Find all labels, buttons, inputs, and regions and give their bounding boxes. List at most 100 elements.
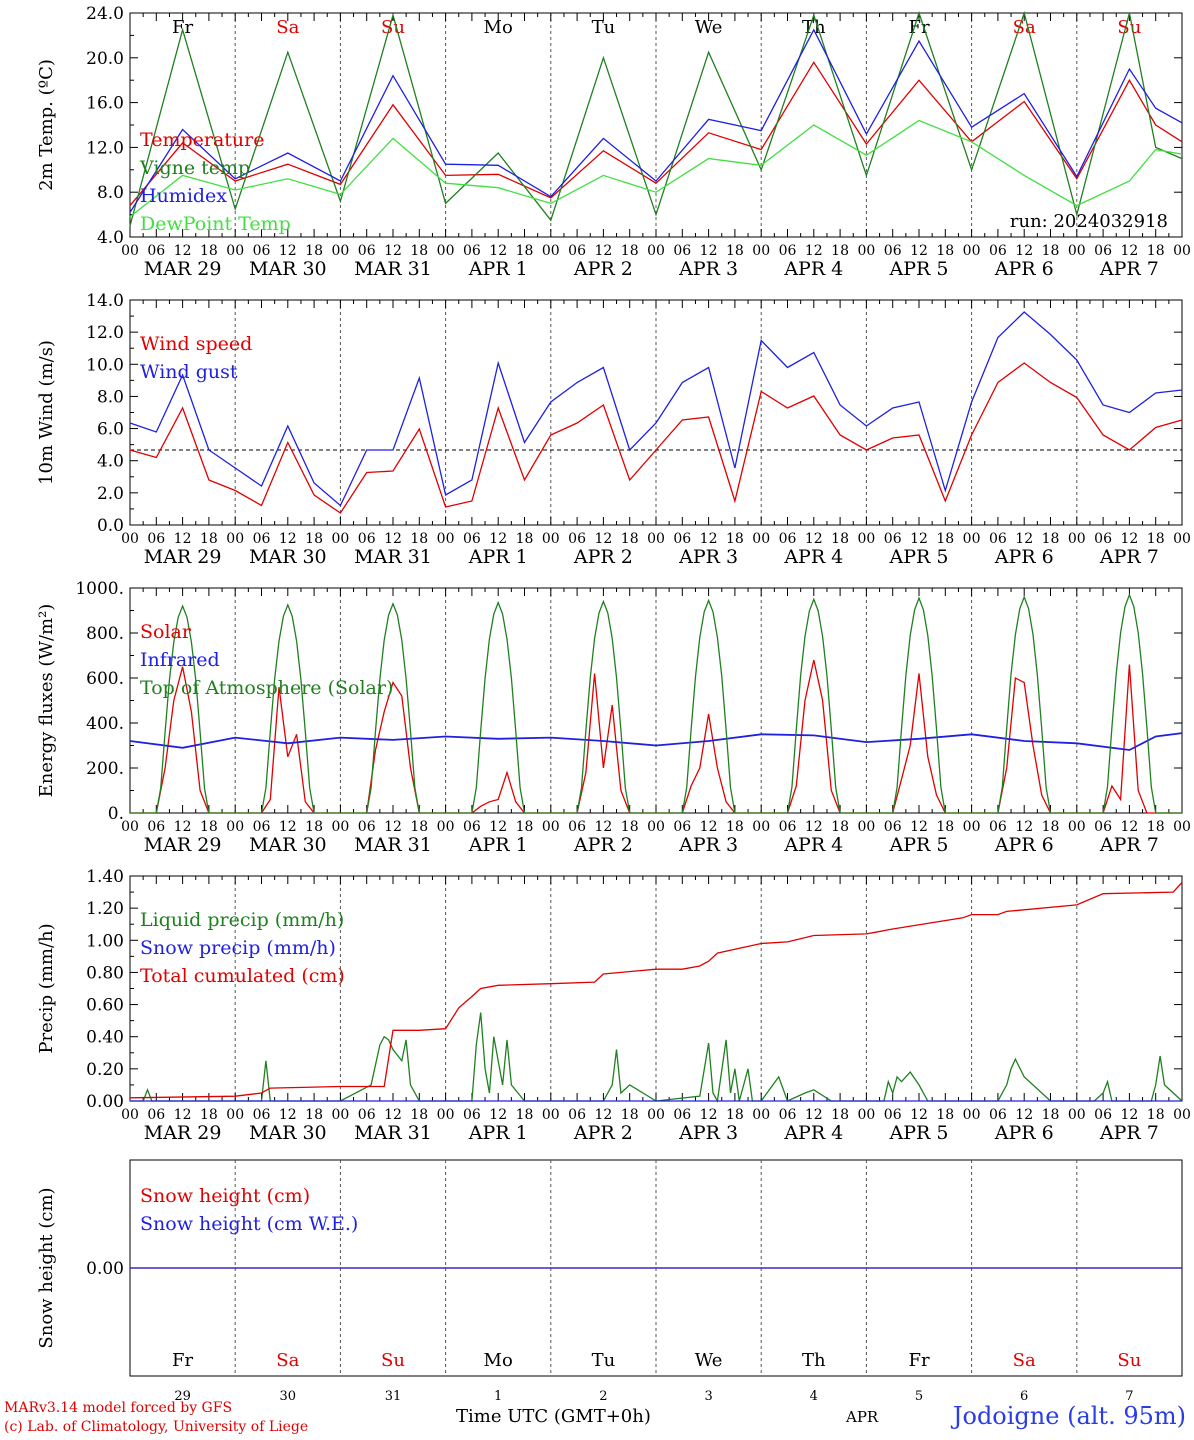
legend-entry: Wind speed — [140, 333, 252, 355]
date-label: MAR 30 — [249, 1122, 327, 1144]
hour-label: 00 — [121, 243, 139, 259]
legend-entry: Solar — [140, 621, 192, 643]
hour-label: 12 — [279, 819, 297, 835]
y-axis-label: Snow height (cm) — [36, 1187, 57, 1348]
hour-label: 06 — [673, 819, 691, 835]
legend-entry: Liquid precip (mm/h) — [140, 909, 344, 931]
legend-entry: Total cumulated (cm) — [140, 965, 345, 987]
date-label: MAR 31 — [354, 546, 432, 568]
lab-credit: (c) Lab. of Climatology, University of L… — [4, 1419, 309, 1435]
hour-label: 12 — [1015, 243, 1033, 259]
hour-label: 06 — [568, 819, 586, 835]
date-label: APR 5 — [889, 834, 949, 856]
panel-wind: 0.0 2.0 4.0 6.0 8.0 10.0 12.0 14.0 10m Wind (m/s… — [36, 291, 1191, 568]
date-label: APR 5 — [889, 546, 949, 568]
hour-label: 00 — [331, 819, 349, 835]
date-label: APR 4 — [783, 834, 843, 856]
hour-label: 00 — [752, 531, 770, 547]
hour-label: 18 — [200, 819, 218, 835]
hour-label: 12 — [910, 819, 928, 835]
y-tick-label: 1.00 — [86, 931, 124, 951]
hour-label: 00 — [121, 819, 139, 835]
hour-label: 12 — [700, 1107, 718, 1123]
date-label: APR 4 — [783, 546, 843, 568]
hour-label: 18 — [305, 531, 323, 547]
hour-label: 00 — [1173, 243, 1191, 259]
y-tick-label: 0.0 — [97, 516, 124, 536]
hour-label: 00 — [647, 819, 665, 835]
day-name: We — [695, 1350, 723, 1371]
day-name: Fr — [172, 1350, 193, 1371]
hour-label: 12 — [1015, 1107, 1033, 1123]
hour-label: 12 — [489, 819, 507, 835]
run-annotation: run: 2024032918 — [1010, 211, 1168, 232]
hour-label: 18 — [200, 1107, 218, 1123]
hour-label: 06 — [147, 819, 165, 835]
hour-label: 18 — [831, 1107, 849, 1123]
day-name: Su — [381, 17, 405, 38]
date-label: 1 — [494, 1389, 502, 1400]
station-name: Jodoigne (alt. 95m) — [952, 1402, 1186, 1430]
date-label: 29 — [174, 1389, 191, 1400]
day-name: Sa — [276, 1350, 299, 1371]
date-label: APR 3 — [678, 1122, 738, 1144]
date-label: APR 3 — [678, 546, 738, 568]
date-label: APR 1 — [468, 258, 528, 280]
model-credit: MARv3.14 model forced by GFS — [4, 1400, 233, 1416]
date-label: 7 — [1125, 1389, 1133, 1400]
series-line-infrared — [129, 732, 1183, 751]
day-name: Mo — [484, 17, 513, 38]
hour-label: 00 — [857, 819, 875, 835]
day-name: Fr — [908, 17, 929, 38]
hour-label: 00 — [1173, 819, 1191, 835]
hour-label: 00 — [1068, 531, 1086, 547]
hour-label: 00 — [226, 243, 244, 259]
date-label: 2 — [599, 1389, 607, 1400]
y-tick-label: 1000. — [75, 579, 124, 599]
series-line-wind-speed — [129, 362, 1183, 514]
legend-entry: Humidex — [140, 185, 227, 207]
hour-label: 00 — [963, 531, 981, 547]
day-name: Fr — [172, 17, 193, 38]
hour-label: 18 — [305, 819, 323, 835]
hour-label: 18 — [1147, 531, 1165, 547]
hour-label: 00 — [226, 531, 244, 547]
hour-label: 12 — [174, 531, 192, 547]
hour-label: 18 — [305, 1107, 323, 1123]
hour-label: 12 — [174, 243, 192, 259]
hour-label: 06 — [884, 819, 902, 835]
hour-label: 12 — [594, 531, 612, 547]
day-name: Sa — [1013, 17, 1036, 38]
hour-label: 00 — [963, 1107, 981, 1123]
hour-label: 18 — [726, 819, 744, 835]
hour-label: 06 — [779, 819, 797, 835]
hour-label: 12 — [279, 1107, 297, 1123]
y-tick-label: 8.0 — [97, 387, 124, 407]
y-tick-label: 4.0 — [97, 228, 124, 248]
hour-label: 00 — [437, 819, 455, 835]
hour-label: 00 — [647, 1107, 665, 1123]
date-label: APR 6 — [994, 546, 1054, 568]
hour-label: 12 — [489, 531, 507, 547]
hour-label: 12 — [594, 1107, 612, 1123]
legend-entry: DewPoint Temp — [140, 213, 291, 235]
hour-label: 00 — [542, 819, 560, 835]
y-tick-label: 0. — [108, 804, 124, 824]
date-label: MAR 29 — [144, 834, 222, 856]
hour-label: 18 — [1147, 243, 1165, 259]
hour-label: 06 — [358, 531, 376, 547]
date-label: APR 4 — [783, 258, 843, 280]
hour-label: 18 — [831, 531, 849, 547]
y-axis-label: Energy fluxes (W/m²) — [36, 604, 57, 798]
month-label: APR — [846, 1408, 879, 1426]
hour-label: 12 — [279, 531, 297, 547]
hour-label: 00 — [437, 1107, 455, 1123]
hour-label: 12 — [384, 531, 402, 547]
hour-label: 18 — [621, 243, 639, 259]
hour-label: 06 — [779, 1107, 797, 1123]
hour-label: 00 — [963, 243, 981, 259]
hour-label: 00 — [1068, 819, 1086, 835]
hour-label: 00 — [857, 243, 875, 259]
hour-label: 06 — [147, 1107, 165, 1123]
hour-label: 12 — [700, 531, 718, 547]
